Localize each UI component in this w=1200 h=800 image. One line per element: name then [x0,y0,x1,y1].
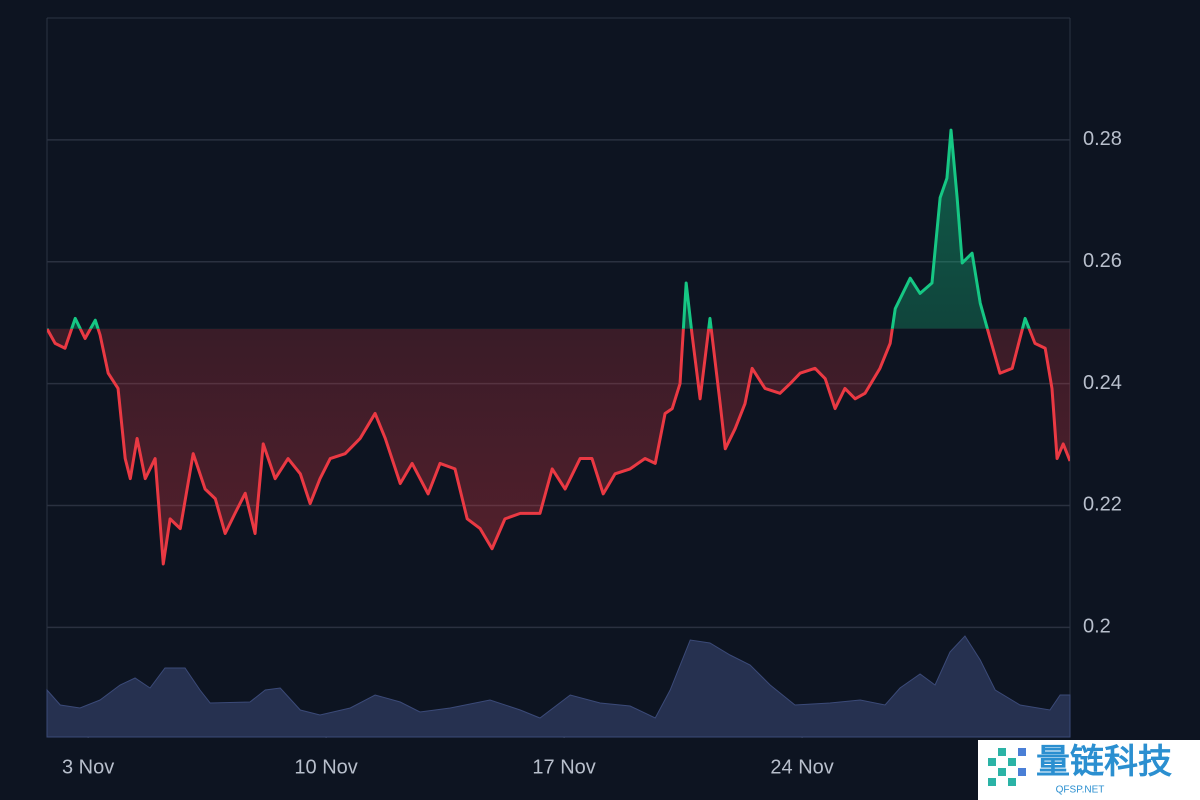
y-tick-label: 0.22 [1083,494,1122,516]
watermark-subtitle: QFSP.NET [1056,785,1105,796]
watermark-icon [988,748,1026,786]
x-tick-label: 10 Nov [294,756,357,778]
price-line-up [47,128,1031,329]
y-tick-label: 0.2 [1083,616,1111,638]
y-tick-label: 0.26 [1083,250,1122,272]
x-tick-label: 17 Nov [532,756,595,778]
watermark-title: 量链科技 [1036,743,1172,781]
area-below-baseline [47,328,1070,564]
x-tick-label: 3 Nov [62,756,114,778]
price-line-down [47,328,1070,566]
watermark: 量链科技 QFSP.NET [978,740,1200,800]
area-above-baseline [47,130,1070,329]
watermark-bg [978,740,1200,800]
x-tick-label: 24 Nov [770,756,833,778]
volume-area [46,635,1071,738]
y-tick-label: 0.24 [1083,372,1122,394]
y-tick-label: 0.28 [1083,128,1122,150]
